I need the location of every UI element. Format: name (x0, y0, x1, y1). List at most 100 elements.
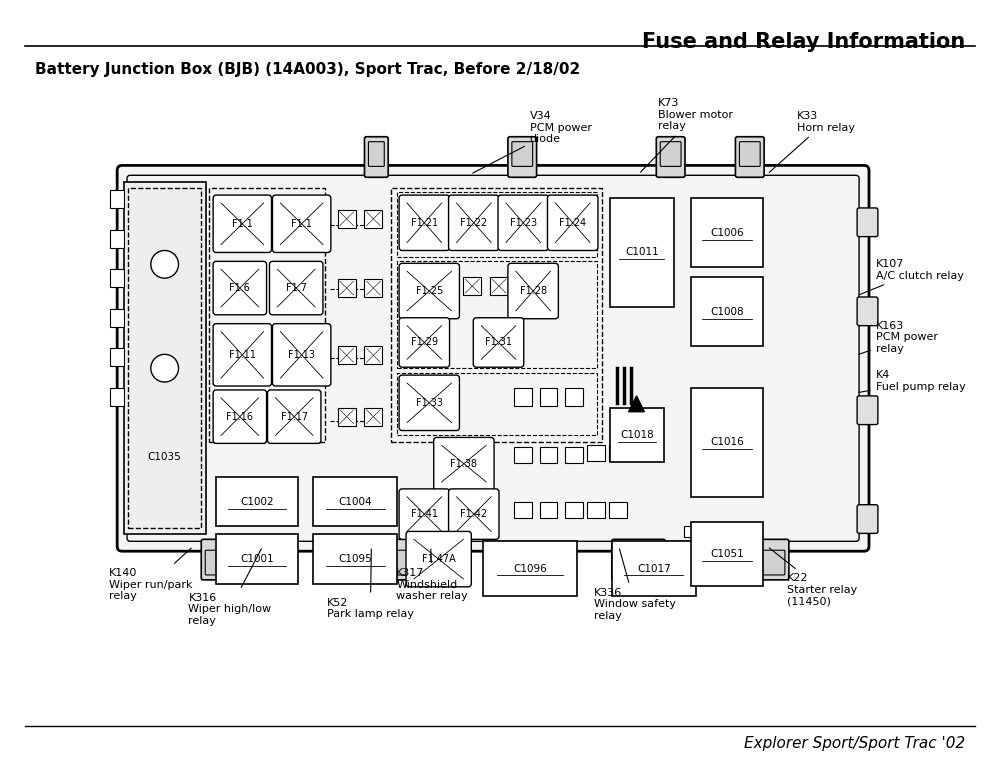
Text: K317
Windshield
washer relay: K317 Windshield washer relay (396, 549, 468, 601)
Bar (514, 448, 532, 463)
Text: C1018: C1018 (620, 430, 654, 440)
Bar (514, 388, 532, 406)
Bar (209, 188, 325, 442)
Bar (338, 279, 356, 297)
Bar (338, 408, 356, 426)
Text: V34
PCM power
diode: V34 PCM power diode (473, 111, 592, 173)
FancyBboxPatch shape (473, 318, 524, 367)
FancyBboxPatch shape (213, 261, 267, 315)
Circle shape (151, 354, 179, 382)
Bar (338, 346, 356, 364)
Bar (609, 502, 627, 518)
Text: F1.41: F1.41 (411, 509, 438, 519)
Text: F1.33: F1.33 (416, 398, 443, 408)
Text: F1.11: F1.11 (229, 350, 256, 360)
Bar (587, 445, 605, 461)
Text: K316
Wiper high/low
relay: K316 Wiper high/low relay (188, 549, 272, 626)
Text: K4
Fuel pump relay: K4 Fuel pump relay (859, 370, 966, 393)
Text: K140
Wiper run/park
relay: K140 Wiper run/park relay (109, 548, 193, 601)
Bar (313, 534, 397, 584)
Bar (540, 502, 557, 518)
Text: C1004: C1004 (338, 497, 372, 507)
Text: C1035: C1035 (148, 452, 182, 462)
Bar (110, 309, 124, 327)
FancyBboxPatch shape (272, 195, 331, 253)
Bar (684, 574, 695, 585)
Text: C1008: C1008 (710, 307, 744, 317)
Text: C1001: C1001 (240, 554, 274, 564)
Bar (391, 188, 602, 442)
Text: F1.42: F1.42 (460, 509, 487, 519)
FancyBboxPatch shape (272, 324, 331, 386)
FancyBboxPatch shape (213, 390, 267, 444)
Bar (698, 551, 709, 562)
Text: F1.31: F1.31 (485, 338, 512, 348)
Text: K73
Blower motor
relay: K73 Blower motor relay (640, 98, 733, 172)
Bar (110, 190, 124, 208)
Text: F1.1: F1.1 (291, 219, 312, 229)
Text: F1.13: F1.13 (288, 350, 315, 360)
FancyBboxPatch shape (399, 489, 450, 540)
Bar (313, 477, 397, 526)
Bar (338, 210, 356, 228)
Text: Battery Junction Box (BJB) (14A003), Sport Trac, Before 2/18/02: Battery Junction Box (BJB) (14A003), Spo… (35, 62, 580, 77)
Bar (698, 574, 709, 585)
Text: Explorer Sport/Sport Trac '02: Explorer Sport/Sport Trac '02 (744, 736, 965, 751)
Bar (110, 269, 124, 287)
FancyBboxPatch shape (393, 550, 439, 575)
Bar (110, 349, 124, 366)
FancyBboxPatch shape (364, 137, 388, 177)
Text: F1.47A: F1.47A (422, 554, 456, 564)
FancyBboxPatch shape (739, 550, 785, 575)
Bar (124, 182, 206, 534)
Bar (610, 408, 664, 462)
FancyBboxPatch shape (612, 540, 665, 580)
Text: F1.17: F1.17 (281, 412, 308, 421)
FancyBboxPatch shape (498, 195, 548, 250)
FancyBboxPatch shape (213, 195, 271, 253)
FancyBboxPatch shape (449, 489, 499, 540)
Bar (540, 448, 557, 463)
Text: C1002: C1002 (240, 497, 274, 507)
Text: F1.6: F1.6 (229, 283, 250, 293)
Bar (490, 278, 508, 295)
FancyBboxPatch shape (449, 195, 499, 250)
Text: F1.23: F1.23 (510, 218, 537, 228)
FancyBboxPatch shape (857, 505, 878, 533)
Bar (216, 534, 298, 584)
Bar (364, 346, 382, 364)
Bar (684, 526, 695, 537)
FancyBboxPatch shape (399, 318, 450, 367)
Bar (691, 522, 763, 586)
FancyBboxPatch shape (547, 195, 598, 250)
FancyBboxPatch shape (735, 540, 789, 580)
Bar (612, 541, 696, 596)
FancyBboxPatch shape (508, 264, 558, 318)
Circle shape (151, 250, 179, 278)
Text: C1011: C1011 (625, 247, 659, 257)
FancyBboxPatch shape (857, 396, 878, 424)
FancyBboxPatch shape (512, 141, 533, 166)
FancyBboxPatch shape (739, 141, 760, 166)
Bar (397, 373, 597, 435)
Text: K33
Horn relay: K33 Horn relay (769, 111, 855, 172)
Text: Fuse and Relay Information: Fuse and Relay Information (642, 32, 965, 52)
Text: K52
Park lamp relay: K52 Park lamp relay (327, 549, 414, 619)
Bar (463, 278, 481, 295)
FancyBboxPatch shape (660, 141, 681, 166)
FancyBboxPatch shape (201, 540, 274, 580)
Bar (397, 261, 597, 368)
Text: F1.22: F1.22 (460, 218, 487, 228)
Text: F1.7: F1.7 (286, 283, 307, 293)
Bar (364, 210, 382, 228)
Text: F1.25: F1.25 (416, 286, 443, 296)
Bar (216, 477, 298, 526)
Text: K336
Window safety
relay: K336 Window safety relay (594, 549, 676, 621)
Bar (698, 526, 709, 537)
Bar (587, 502, 605, 518)
FancyBboxPatch shape (268, 390, 321, 444)
FancyBboxPatch shape (399, 264, 459, 318)
FancyBboxPatch shape (857, 297, 878, 325)
Bar (540, 388, 557, 406)
Polygon shape (629, 396, 644, 412)
